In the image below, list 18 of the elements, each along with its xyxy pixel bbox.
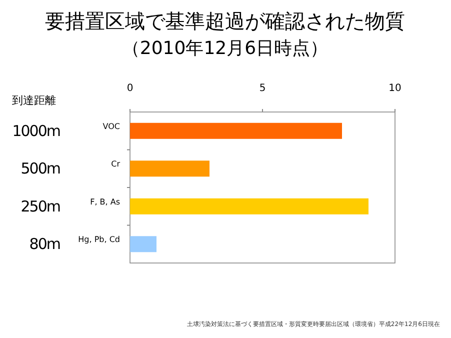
bar — [130, 236, 156, 252]
y-tick-label: Hg, Pb, Cd — [78, 235, 120, 244]
bar — [130, 160, 210, 177]
text: 1000m — [12, 122, 60, 140]
x-tick-label: 0 — [126, 83, 134, 94]
x-tick-label: 10 — [388, 83, 402, 94]
text: 500m — [20, 160, 60, 178]
chart-title: 要措置区域で基準超過が確認された物質 — [45, 9, 405, 33]
bar — [130, 198, 368, 214]
y-axis-title: 到達距離 — [12, 94, 56, 107]
chart-subtitle: （2010年12月6日時点） — [122, 38, 328, 59]
bar — [130, 122, 342, 139]
y-tick-label: F, B, As — [90, 197, 120, 206]
text: 250m — [20, 197, 60, 216]
text: 80m — [29, 235, 60, 254]
x-tick-label: 5 — [259, 83, 266, 94]
y-tick-label: Cr — [111, 160, 121, 169]
y-tick-label: VOC — [102, 122, 120, 131]
